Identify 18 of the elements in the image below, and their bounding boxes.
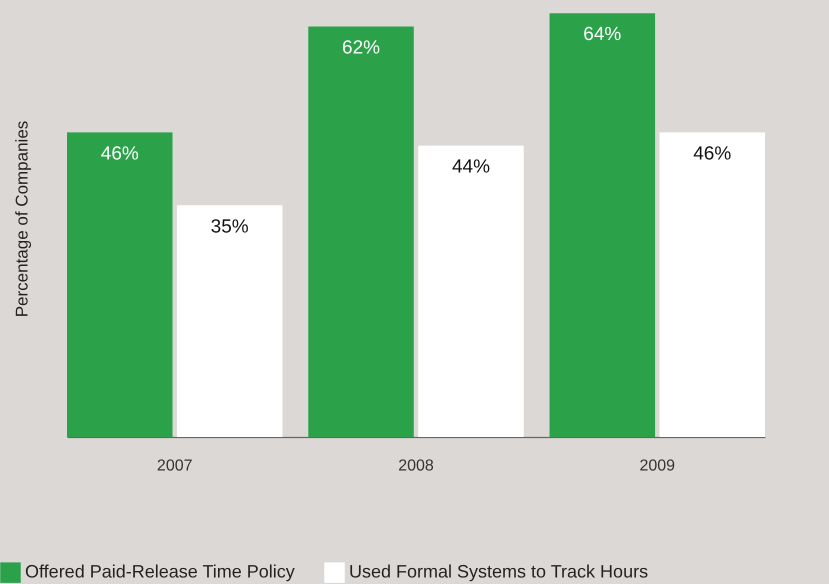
bar xyxy=(308,26,414,437)
data-label: 46% xyxy=(100,143,139,164)
bar xyxy=(67,132,173,437)
bar xyxy=(550,13,656,437)
data-label: 64% xyxy=(583,24,622,46)
data-label: 35% xyxy=(210,216,249,238)
x-tick-label: 2009 xyxy=(639,458,676,474)
legend-label: Offered Paid-Release Time Policy xyxy=(25,562,295,582)
bar xyxy=(418,146,524,437)
x-tick-label: 2008 xyxy=(398,458,434,474)
x-tick-label: 2007 xyxy=(156,458,193,474)
y-axis-title: Percentage of Companies xyxy=(12,120,32,318)
bar xyxy=(176,205,282,437)
bar xyxy=(659,132,765,437)
data-label: 62% xyxy=(342,37,380,58)
legend-label: Used Formal Systems to Track Hours xyxy=(349,562,648,582)
data-label: 44% xyxy=(452,156,490,178)
data-label: 46% xyxy=(693,143,732,164)
